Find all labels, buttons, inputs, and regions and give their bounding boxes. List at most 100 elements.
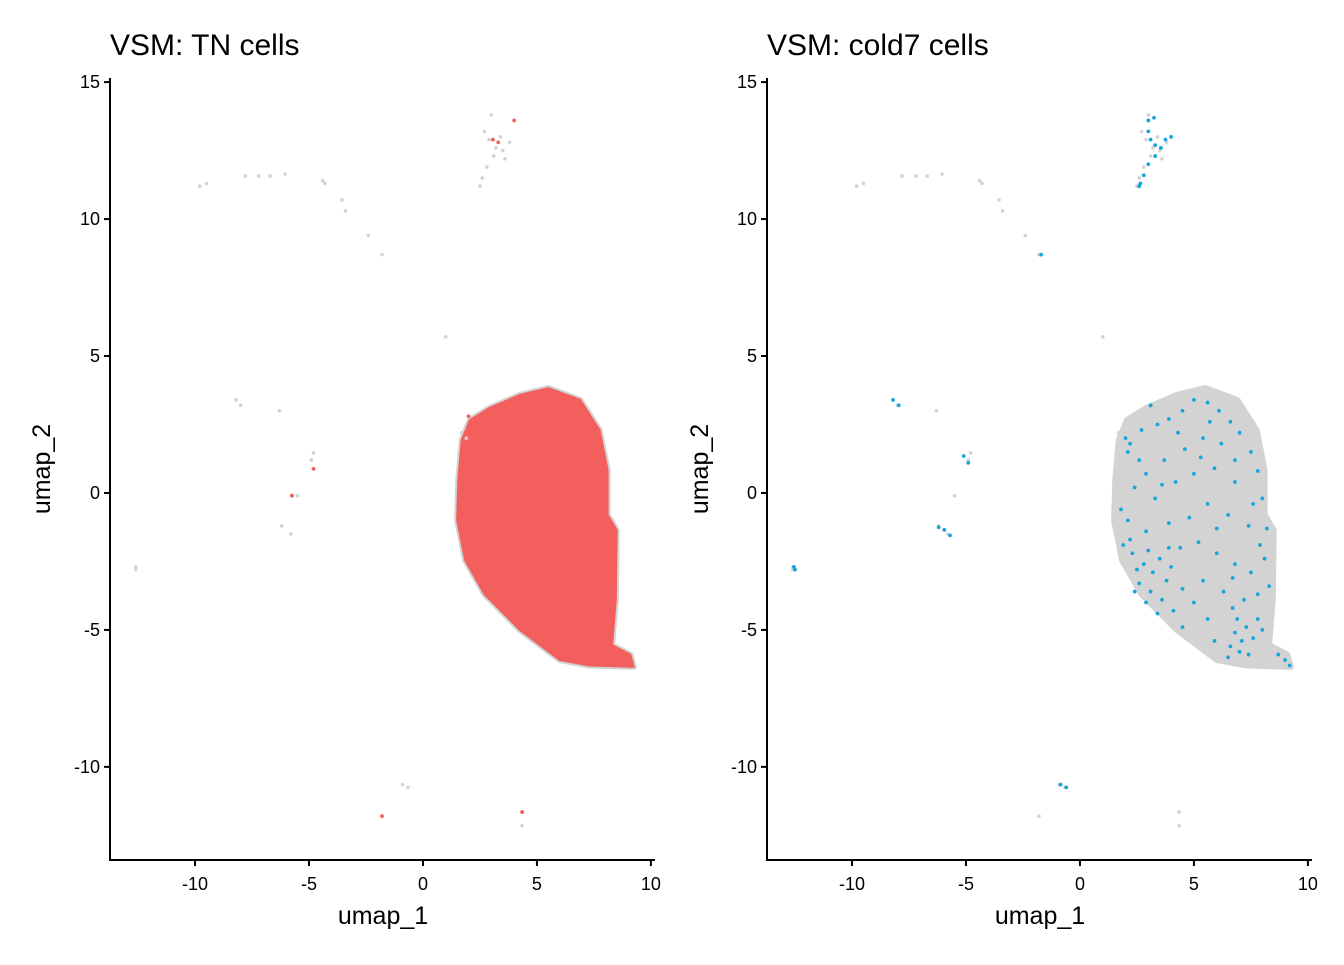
background-point: [268, 174, 273, 178]
highlight-point: [1169, 134, 1174, 139]
highlight-cell-cluster: [456, 387, 635, 668]
highlight-point: [1150, 570, 1155, 575]
highlight-point: [1237, 430, 1242, 435]
background-point: [238, 403, 243, 408]
highlight-point: [1249, 449, 1253, 454]
background-point: [482, 129, 487, 134]
highlight-point: [1148, 137, 1153, 142]
highlight-point: [1242, 597, 1246, 602]
highlight-point: [1058, 782, 1063, 787]
highlight-point: [1230, 606, 1235, 610]
highlight-point: [380, 814, 384, 819]
highlight-point: [1128, 441, 1133, 446]
highlight-point: [1264, 526, 1269, 531]
background-point: [1141, 165, 1146, 169]
highlight-point: [948, 533, 952, 538]
background-point: [197, 184, 202, 188]
background-point: [380, 252, 384, 257]
x-tick-label: -5: [958, 874, 974, 894]
highlight-point: [496, 140, 501, 145]
highlight-point: [1244, 625, 1249, 630]
highlight-point: [1267, 584, 1272, 588]
highlight-point: [961, 454, 966, 458]
highlight-point: [1239, 638, 1244, 643]
background-point: [914, 174, 918, 178]
background-cell-cluster: [1111, 385, 1294, 670]
highlight-point: [1283, 658, 1288, 662]
highlight-point: [1171, 608, 1176, 613]
background-point: [133, 567, 138, 572]
background-point: [464, 436, 469, 440]
highlight-point: [966, 460, 971, 465]
highlight-point: [1144, 529, 1148, 534]
highlight-point: [1198, 455, 1203, 460]
y-axis-title: umap_2: [686, 424, 714, 514]
highlight-point: [1192, 600, 1196, 605]
background-point: [459, 430, 464, 435]
highlight-point: [1135, 567, 1139, 572]
background-point: [491, 154, 496, 158]
x-tick-label: 0: [418, 874, 428, 894]
highlight-point: [1207, 419, 1212, 424]
highlight-point: [1262, 556, 1267, 561]
highlight-point: [1180, 625, 1185, 630]
highlight-point: [1039, 252, 1044, 257]
background-point: [295, 493, 300, 498]
highlight-point: [1260, 628, 1265, 632]
highlight-point: [1125, 518, 1130, 523]
x-tick-label: -10: [182, 874, 208, 894]
highlight-point: [1119, 507, 1123, 512]
highlight-point: [466, 414, 471, 419]
x-tick-label: 5: [532, 874, 542, 894]
y-tick-label: -10: [74, 757, 100, 777]
highlight-point: [1249, 570, 1253, 575]
highlight-point: [1155, 422, 1160, 427]
highlight-point: [1146, 548, 1151, 553]
background-point: [320, 178, 325, 183]
x-tick-label: -5: [301, 874, 317, 894]
highlight-point: [1141, 562, 1146, 567]
highlight-point: [1237, 649, 1242, 654]
x-axis-title: umap_1: [338, 902, 428, 930]
highlight-point: [1132, 485, 1137, 490]
highlight-point: [1180, 586, 1185, 591]
background-point: [277, 408, 282, 413]
highlight-point: [1153, 154, 1158, 158]
background-point: [406, 785, 410, 790]
highlight-point: [1192, 397, 1196, 402]
highlight-point: [1163, 137, 1168, 142]
y-tick-label: 10: [737, 209, 757, 229]
background-point: [343, 209, 348, 213]
highlight-point: [1217, 408, 1221, 413]
highlight-point: [1230, 575, 1235, 580]
highlight-point: [1152, 115, 1156, 120]
background-point: [487, 137, 491, 142]
highlight-point: [1132, 589, 1137, 594]
highlight-point: [1144, 471, 1148, 476]
highlight-point: [1255, 592, 1260, 597]
highlight-point: [1260, 496, 1265, 501]
background-point: [980, 181, 984, 186]
background-point: [1177, 823, 1181, 828]
x-axis-title: umap_1: [995, 902, 1085, 930]
highlight-point: [1287, 663, 1292, 668]
background-point: [1148, 154, 1153, 158]
highlight-point: [1233, 630, 1237, 635]
highlight-point: [1255, 617, 1260, 621]
highlight-point: [1153, 143, 1158, 148]
x-tick-label: 10: [641, 874, 661, 894]
highlight-point: [1146, 118, 1151, 123]
background-point: [1037, 814, 1041, 818]
highlight-point: [1123, 436, 1128, 441]
background-point: [520, 823, 524, 828]
background-point: [283, 172, 287, 176]
highlight-point: [1146, 162, 1151, 167]
background-point: [323, 181, 327, 186]
background-point: [966, 458, 971, 462]
highlight-point: [1192, 471, 1196, 476]
highlight-point: [1153, 496, 1158, 501]
background-point: [480, 176, 485, 180]
background-point: [400, 782, 405, 787]
highlight-point: [1226, 655, 1231, 660]
